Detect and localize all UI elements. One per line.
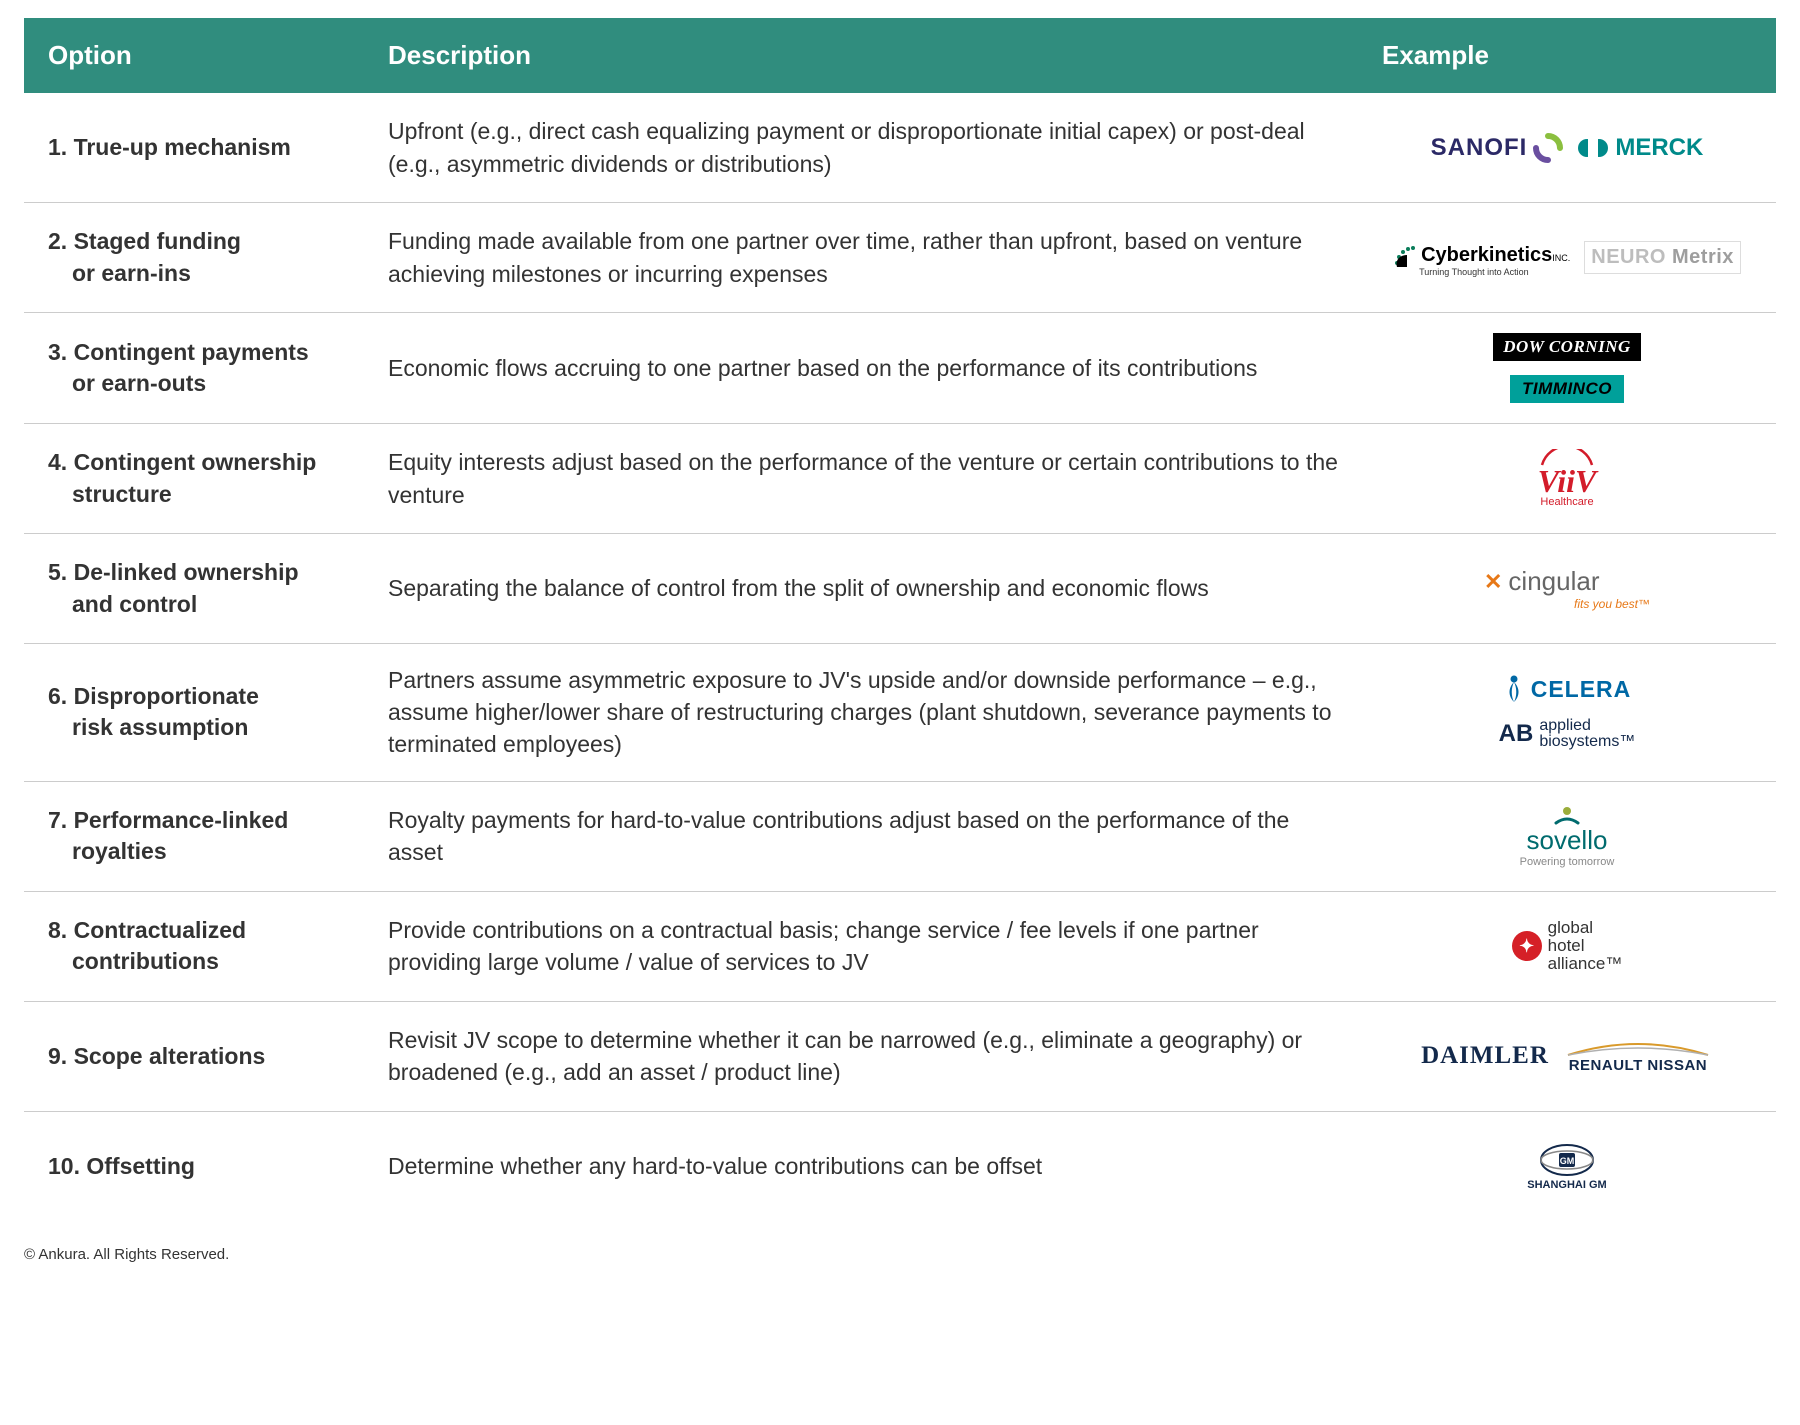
option-title-cont: risk assumption — [48, 712, 248, 743]
option-number: 10. — [48, 1153, 80, 1179]
option-title-cont: contributions — [48, 946, 219, 977]
option-title-cont: or earn-outs — [48, 368, 206, 399]
table-row: 7. Performance-linked royalties Royalty pa… — [24, 782, 1776, 892]
option-number: 2. — [48, 228, 67, 254]
option-number: 9. — [48, 1043, 67, 1069]
logo-cyberkinetics: CyberkineticsINC.Turning Thought into Ac… — [1393, 239, 1570, 277]
option-title-cont: structure — [48, 479, 172, 510]
description-cell: Revisit JV scope to determine whether it… — [388, 1024, 1382, 1088]
description-cell: Provide contributions on a contractual b… — [388, 914, 1382, 978]
option-cell: 10. Offsetting — [48, 1151, 388, 1182]
table-row: 1. True-up mechanismUpfront (e.g., direc… — [24, 93, 1776, 203]
logo-timminco: TIMMINCO — [1510, 375, 1624, 403]
option-number: 8. — [48, 917, 67, 943]
option-cell: 3. Contingent payments or earn-outs — [48, 337, 388, 399]
table-row: 3. Contingent payments or earn-outs Econom… — [24, 313, 1776, 424]
option-number: 6. — [48, 683, 67, 709]
example-cell: CELERA ABappliedbiosystems™ — [1382, 674, 1752, 750]
option-number: 7. — [48, 807, 67, 833]
logo-daimler: DAIMLER — [1421, 1042, 1549, 1070]
option-number: 4. — [48, 449, 67, 475]
logo-sanofi: SANOFI — [1431, 133, 1564, 163]
option-title: Contingent payments — [74, 339, 309, 365]
description-cell: Funding made available from one partner … — [388, 225, 1382, 289]
example-cell: sovelloPowering tomorrow — [1382, 805, 1752, 868]
example-cell: DOW CORNING TIMMINCO — [1382, 333, 1752, 403]
example-cell: SANOFI MERCK — [1382, 132, 1752, 164]
example-cell: GMSHANGHAI GM — [1382, 1143, 1752, 1191]
option-title: Offsetting — [86, 1153, 195, 1179]
logo-merck: MERCK — [1577, 132, 1703, 164]
option-title-cont: or earn-ins — [48, 258, 191, 289]
option-title: Contractualized — [74, 917, 247, 943]
table-body: 1. True-up mechanismUpfront (e.g., direc… — [24, 93, 1776, 1222]
option-cell: 5. De-linked ownership and control — [48, 557, 388, 619]
description-cell: Partners assume asymmetric exposure to J… — [388, 664, 1382, 761]
option-title: Disproportionate — [74, 683, 259, 709]
logo-dowcorning: DOW CORNING — [1493, 333, 1641, 361]
option-title: Contingent ownership — [74, 449, 317, 475]
svg-text:GM: GM — [1560, 1156, 1575, 1166]
table-row: 8. Contractualized contributions Provide c… — [24, 892, 1776, 1002]
option-title: De-linked ownership — [74, 559, 299, 585]
header-example: Example — [1382, 40, 1752, 71]
description-cell: Upfront (e.g., direct cash equalizing pa… — [388, 115, 1382, 179]
footer-copyright: © Ankura. All Rights Reserved. — [24, 1222, 1776, 1263]
option-cell: 4. Contingent ownership structure — [48, 447, 388, 509]
example-cell: CyberkineticsINC.Turning Thought into Ac… — [1382, 239, 1752, 277]
option-cell: 8. Contractualized contributions — [48, 915, 388, 977]
table-row: 6. Disproportionate risk assumption Partne… — [24, 644, 1776, 782]
table-row: 5. De-linked ownership and control Separat… — [24, 534, 1776, 644]
option-number: 3. — [48, 339, 67, 365]
table-row: 10. OffsettingDetermine whether any hard… — [24, 1112, 1776, 1222]
description-cell: Separating the balance of control from t… — [388, 572, 1382, 604]
example-cell: ✦globalhotelalliance™ — [1382, 919, 1752, 973]
option-cell: 2. Staged funding or earn-ins — [48, 226, 388, 288]
logo-global-hotel-alliance: ✦globalhotelalliance™ — [1512, 919, 1623, 973]
table-header-row: Option Description Example — [24, 18, 1776, 93]
option-number: 1. — [48, 134, 67, 160]
option-cell: 9. Scope alterations — [48, 1041, 388, 1072]
option-cell: 6. Disproportionate risk assumption — [48, 681, 388, 743]
description-cell: Economic flows accruing to one partner b… — [388, 352, 1382, 384]
option-number: 5. — [48, 559, 67, 585]
option-title-cont: royalties — [48, 836, 167, 867]
option-title: Performance-linked — [74, 807, 289, 833]
logo-cingular: ✕cingularfits you best™ — [1484, 566, 1650, 611]
logo-shanghai-gm: GMSHANGHAI GM — [1527, 1143, 1606, 1191]
option-title: Scope alterations — [74, 1043, 266, 1069]
example-cell: ViiVHealthcare — [1382, 449, 1752, 508]
logo-neurometrix: NEUROMetrix — [1584, 241, 1741, 274]
table-row: 4. Contingent ownership structure Equity i… — [24, 424, 1776, 534]
logo-celera: CELERA — [1503, 674, 1632, 704]
table-row: 2. Staged funding or earn-ins Funding made… — [24, 203, 1776, 313]
table-row: 9. Scope alterationsRevisit JV scope to … — [24, 1002, 1776, 1112]
header-description: Description — [388, 40, 1382, 71]
description-cell: Equity interests adjust based on the per… — [388, 446, 1382, 510]
option-cell: 1. True-up mechanism — [48, 132, 388, 163]
example-cell: DAIMLER RENAULT NISSAN — [1382, 1039, 1752, 1074]
option-title-cont: and control — [48, 589, 197, 620]
description-cell: Royalty payments for hard-to-value contr… — [388, 804, 1382, 868]
option-cell: 7. Performance-linked royalties — [48, 805, 388, 867]
description-cell: Determine whether any hard-to-value cont… — [388, 1150, 1382, 1182]
logo-sovello: sovelloPowering tomorrow — [1520, 805, 1615, 868]
example-cell: ✕cingularfits you best™ — [1382, 566, 1752, 611]
logo-appliedbiosystems: ABappliedbiosystems™ — [1499, 718, 1636, 750]
option-title: Staged funding — [74, 228, 241, 254]
option-title: True-up mechanism — [74, 134, 291, 160]
logo-viiv: ViiVHealthcare — [1532, 449, 1602, 508]
header-option: Option — [48, 40, 388, 71]
logo-renault-nissan: RENAULT NISSAN — [1563, 1039, 1713, 1074]
